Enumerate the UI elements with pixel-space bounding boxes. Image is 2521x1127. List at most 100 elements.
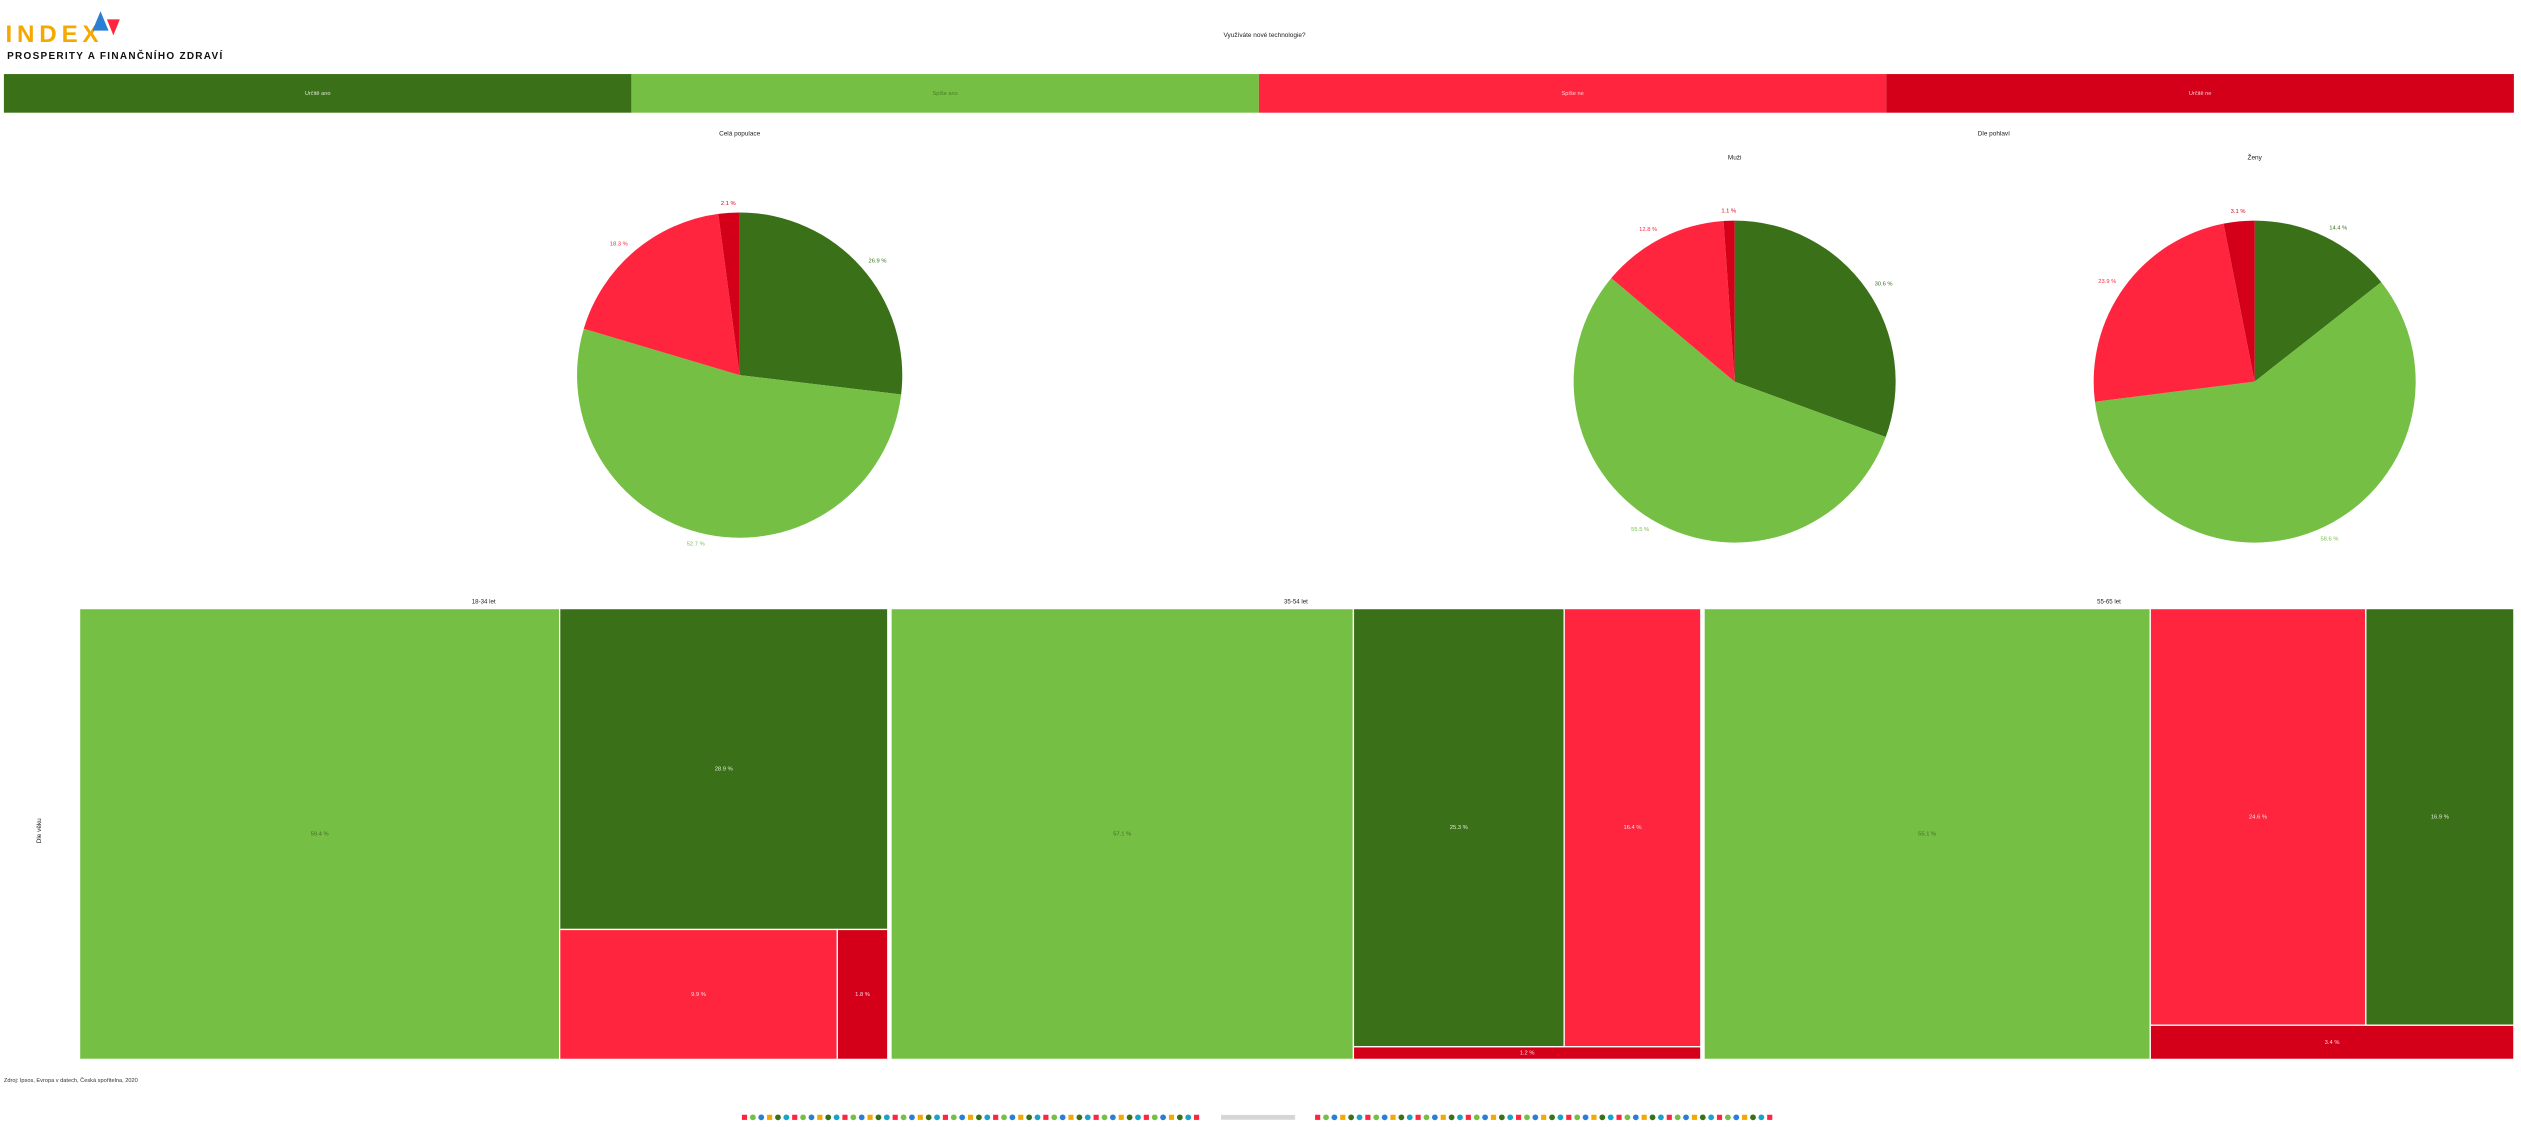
treemap-cell — [78, 607, 561, 1061]
footer-icon — [967, 1114, 974, 1120]
footer-icon — [909, 1114, 915, 1121]
footer-icon — [1448, 1114, 1455, 1121]
footer-icon — [1093, 1114, 1099, 1120]
footer-icon — [1423, 1114, 1430, 1121]
footer-icon — [850, 1114, 857, 1121]
footer-icon — [883, 1114, 890, 1121]
pie-slice — [1723, 220, 1735, 382]
treemap-cell — [2149, 607, 2367, 1026]
footer-icon — [1591, 1114, 1597, 1120]
footer-icon — [825, 1114, 832, 1121]
footer-icon — [875, 1114, 882, 1121]
footer-icon — [1532, 1114, 1539, 1121]
footer-icon — [1482, 1114, 1488, 1121]
treemap-title: 18-34 let — [472, 599, 496, 606]
value-label: 28.9 % — [715, 767, 733, 773]
footer-icon — [1566, 1114, 1572, 1120]
footer-icon — [1398, 1114, 1405, 1121]
pie-slice — [1734, 220, 1896, 438]
treemap-cell — [890, 607, 1355, 1061]
footer-icon — [783, 1114, 790, 1121]
value-label: 26.9 % — [869, 258, 887, 264]
value-label: 52.7 % — [687, 541, 705, 547]
value-label: 1.2 % — [1520, 1051, 1535, 1057]
footer-icon — [1348, 1114, 1355, 1121]
value-label: 30.6 % — [1875, 281, 1893, 287]
value-label: 2.1 % — [721, 201, 736, 207]
footer-icon — [1151, 1114, 1158, 1121]
footer-icon — [842, 1114, 848, 1120]
footer-icon — [1649, 1114, 1656, 1121]
footer-icon — [1390, 1114, 1396, 1120]
footer-icon — [1415, 1114, 1421, 1120]
footer-icon — [1176, 1114, 1183, 1121]
value-label: 55.1 % — [1918, 832, 1936, 838]
footer-icon — [792, 1114, 798, 1120]
footer-icon — [1323, 1114, 1329, 1121]
value-label: 1.1 % — [1721, 209, 1736, 215]
footer-icon — [1009, 1114, 1016, 1121]
footer-icon — [1365, 1114, 1371, 1120]
footer-icon — [1516, 1114, 1522, 1120]
footer-icon — [1143, 1114, 1149, 1120]
legend-swatch — [1886, 74, 2514, 113]
value-label: 24.6 % — [2249, 814, 2267, 820]
footer-icon — [1331, 1114, 1338, 1121]
value-label: 12.8 % — [1639, 227, 1657, 233]
value-label: 1.8 % — [855, 992, 870, 998]
logo-icon — [92, 11, 109, 31]
footer-icon — [1498, 1114, 1505, 1121]
footer-icon — [1406, 1114, 1413, 1121]
pie-slice — [739, 212, 903, 395]
footer-icon — [741, 1114, 748, 1120]
footer-icon — [1465, 1114, 1471, 1120]
value-label: 18.3 % — [610, 242, 628, 248]
value-label: 14.4 % — [2329, 226, 2347, 232]
footer-icon — [1616, 1114, 1622, 1120]
value-label: 59.4 % — [311, 832, 329, 838]
pie-slice — [577, 328, 902, 538]
footer-icon — [1674, 1114, 1681, 1121]
footer-icon — [800, 1114, 806, 1121]
footer-icon — [1194, 1114, 1200, 1120]
footer-icon — [808, 1114, 815, 1121]
footer-icon — [1724, 1114, 1731, 1121]
footer-icon — [867, 1114, 873, 1120]
footer-icon — [1599, 1114, 1606, 1121]
footer-icon — [1549, 1114, 1555, 1121]
footer-icon — [1457, 1114, 1463, 1121]
footer-icon — [749, 1114, 756, 1121]
source: Zdroj: Ipsos, Evropa v datech, Česká spo… — [4, 1077, 138, 1084]
footer-icon — [1381, 1114, 1388, 1121]
footer-icon — [767, 1114, 773, 1120]
footer-icon — [1068, 1114, 1074, 1120]
pie-title: Ženy — [2248, 152, 2263, 161]
footer-icon — [1018, 1114, 1024, 1120]
legend-label: Určitě ano — [305, 91, 331, 97]
pie-slice — [2093, 223, 2255, 402]
footer-icon — [1490, 1114, 1497, 1120]
legend-label: Spíše ne — [1562, 91, 1584, 97]
footer-icon — [833, 1114, 840, 1121]
footer-icon — [925, 1114, 932, 1121]
footer-icon — [1101, 1114, 1108, 1121]
logo-subtitle: PROSPERITY A FINANČNÍHO ZDRAVÍ — [7, 50, 223, 62]
footer-icon — [1109, 1114, 1116, 1121]
footer-icon — [976, 1114, 982, 1121]
footer-icons — [741, 1114, 1773, 1121]
footer-icon — [1431, 1114, 1438, 1121]
pie-slice — [2094, 282, 2416, 543]
footer-icon — [993, 1114, 999, 1120]
footer-icon — [950, 1114, 957, 1121]
pie-slice — [1611, 220, 1735, 382]
section-title: Dle pohlaví — [1978, 130, 2010, 137]
treemap-title: 35-54 let — [1284, 599, 1308, 606]
value-label: 9.9 % — [691, 992, 706, 998]
footer-icon — [1440, 1114, 1446, 1120]
footer-icon — [1632, 1114, 1639, 1121]
value-label: 3.1 % — [2231, 209, 2246, 215]
footer-icon — [1026, 1114, 1033, 1121]
footer-icon — [1126, 1114, 1133, 1121]
footer-icon — [758, 1114, 765, 1121]
value-label: 23.9 % — [2098, 279, 2116, 285]
